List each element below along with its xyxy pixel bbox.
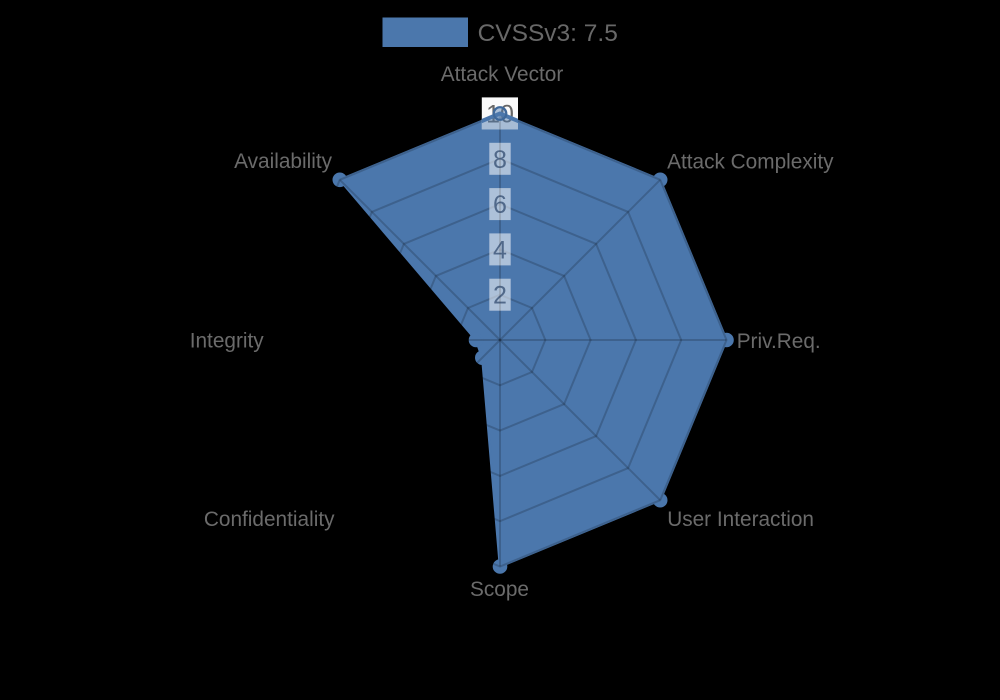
svg-text:User Interaction: User Interaction [667,508,814,531]
svg-text:CVSSv3: 7.5: CVSSv3: 7.5 [478,20,618,47]
svg-text:4: 4 [493,236,507,264]
svg-text:8: 8 [493,146,507,174]
svg-text:Attack Vector: Attack Vector [441,63,564,86]
svg-text:Attack Complexity: Attack Complexity [667,150,834,173]
svg-text:2: 2 [493,282,507,310]
svg-text:Availability: Availability [234,150,332,173]
svg-text:6: 6 [493,191,507,219]
svg-text:Integrity: Integrity [190,329,265,352]
svg-text:Scope: Scope [470,578,529,601]
svg-text:Confidentiality: Confidentiality [204,508,335,531]
svg-text:Priv.Req.: Priv.Req. [737,330,821,353]
